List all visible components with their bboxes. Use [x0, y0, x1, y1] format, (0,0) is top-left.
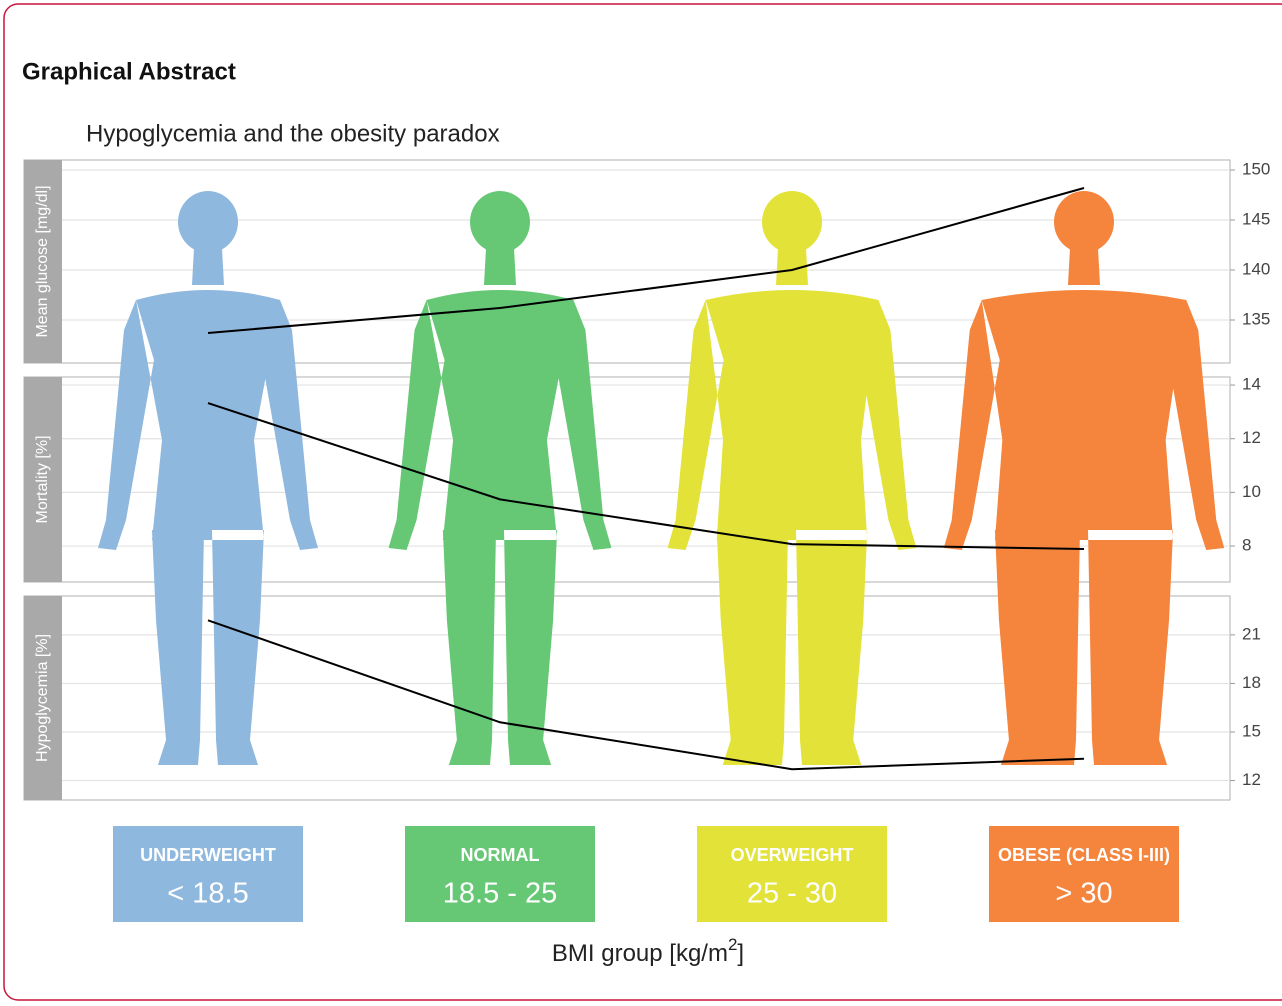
lines [207, 187, 1085, 771]
group-box [989, 826, 1179, 922]
x-axis-label: BMI group [kg/m2] [552, 935, 744, 967]
head [1054, 191, 1114, 253]
x-label-sup: 2 [728, 935, 737, 954]
y-tick-label: 12 [1242, 770, 1261, 789]
x-label-text: BMI group [kg/m [552, 940, 728, 967]
y-tick-label: 10 [1242, 482, 1261, 501]
y-tick-label: 145 [1242, 209, 1270, 228]
body [388, 248, 612, 765]
strip [24, 596, 62, 800]
group-name: NORMAL [461, 845, 540, 865]
figure-title: Hypoglycemia and the obesity paradox [86, 120, 500, 147]
group-boxes: UNDERWEIGHT < 18.5 NORMAL 18.5 - 25 OVERWEIG… [113, 826, 1179, 922]
group-box [697, 826, 887, 922]
line [207, 187, 1085, 334]
y-tick-label: 150 [1242, 159, 1270, 178]
line [207, 619, 1085, 771]
group-box [113, 826, 303, 922]
header-title: Graphical Abstract [22, 58, 236, 85]
y-tick-label: 15 [1242, 721, 1261, 740]
group-name: UNDERWEIGHT [140, 845, 276, 865]
y-tick-label: 21 [1242, 624, 1261, 643]
head [178, 191, 238, 253]
strip [24, 160, 62, 363]
head [470, 191, 530, 253]
panel-ylabel: Mortality [%] [34, 435, 51, 523]
body [667, 248, 917, 765]
head [762, 191, 822, 253]
line [207, 402, 1085, 550]
y-tick-label: 14 [1242, 375, 1261, 394]
body [943, 248, 1225, 765]
x-label-suffix: ] [737, 940, 744, 967]
y-tick-label: 135 [1242, 309, 1270, 328]
group-range: 18.5 - 25 [443, 878, 557, 910]
group-range: > 30 [1055, 878, 1112, 910]
y-tick-label: 12 [1242, 428, 1261, 447]
y-tick-label: 18 [1242, 673, 1261, 692]
group-name: OBESE (CLASS I-III) [998, 845, 1170, 865]
panel-ylabel: Hypoglycemia [%] [34, 634, 51, 762]
strip [24, 377, 62, 582]
body [98, 248, 318, 765]
group-range: 25 - 30 [747, 878, 837, 910]
panel-ylabel: Mean glucose [mg/dl] [34, 185, 51, 337]
group-box [405, 826, 595, 922]
silhouettes [98, 191, 1225, 765]
y-tick-label: 140 [1242, 259, 1270, 278]
y-tick-label: 8 [1242, 536, 1251, 555]
group-name: OVERWEIGHT [731, 845, 854, 865]
group-range: < 18.5 [167, 878, 248, 910]
